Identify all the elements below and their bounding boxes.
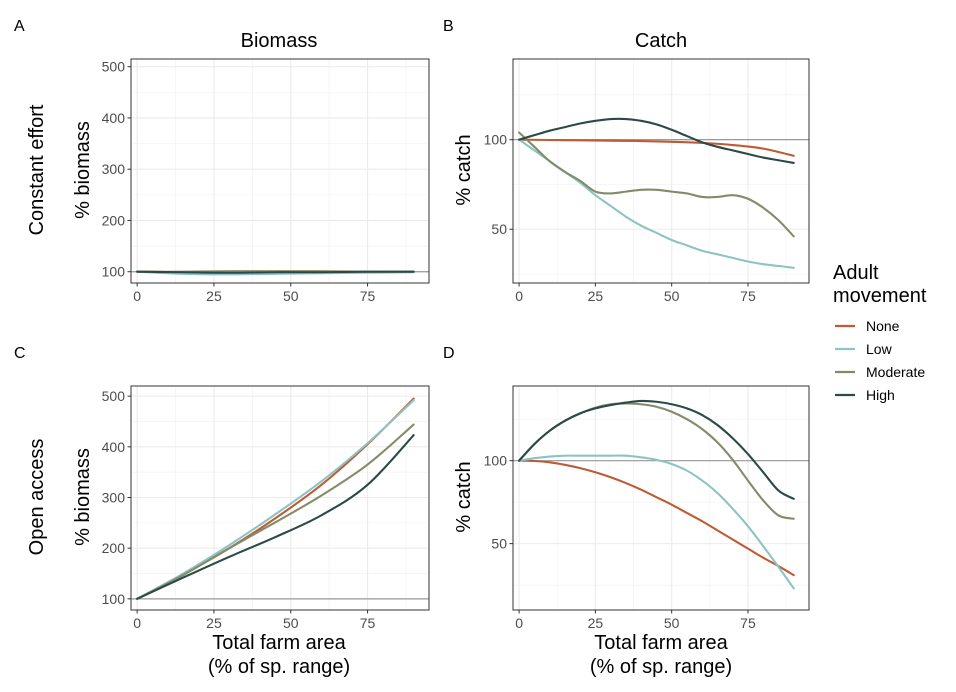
series-line-c-high — [136, 434, 415, 600]
y-tick-label: 400 — [102, 110, 126, 126]
y-tick-label: 200 — [102, 212, 126, 228]
x-axis-label-c-line2: (% of sp. range) — [208, 656, 350, 678]
y-tick-label: 100 — [102, 591, 126, 607]
panel-c: 0 25 50 75 100 200 300 400 500 — [102, 385, 430, 631]
y-axis-label-c: % biomass — [72, 448, 94, 546]
y-axis-label-b: % catch — [453, 134, 475, 205]
panel-border-c — [130, 385, 430, 611]
x-tick-label: 25 — [206, 615, 222, 631]
series-line-d-none — [518, 459, 795, 577]
y-axis-label-a: % biomass — [72, 121, 94, 219]
x-axis-label-d-line2: (% of sp. range) — [590, 656, 732, 678]
row-title-constant-effort: Constant effort — [26, 104, 48, 235]
series-line-d-high — [518, 399, 795, 500]
x-tick-label: 0 — [133, 615, 141, 631]
series-line-a-high — [136, 270, 415, 274]
plot-area-a — [131, 59, 429, 283]
series-line-d-low — [518, 454, 795, 590]
legend-label-high: High — [866, 387, 895, 403]
panel-border-b — [512, 58, 810, 284]
column-title-biomass: Biomass — [241, 30, 318, 52]
y-tick-label: 100 — [484, 453, 508, 469]
y-tick-label: 100 — [484, 132, 508, 148]
y-axis-label-d: % catch — [453, 461, 475, 532]
y-tick-label: 500 — [102, 59, 126, 75]
panel-tag-a: A — [14, 18, 25, 35]
x-tick-label: 75 — [360, 288, 376, 304]
legend-label-moderate: Moderate — [866, 364, 925, 380]
x-tick-label: 0 — [515, 288, 523, 304]
x-tick-label: 25 — [588, 288, 604, 304]
legend-title-line1: Adult — [833, 262, 879, 284]
series-line-b-high — [518, 117, 795, 164]
y-tick-label: 200 — [102, 540, 126, 556]
series-line-b-none — [518, 138, 795, 157]
series-line-b-moderate — [518, 131, 795, 238]
panel-a: 0 25 50 75 100 200 300 400 500 — [102, 58, 430, 304]
y-tick-label: 300 — [102, 161, 126, 177]
y-tick-label: 50 — [491, 221, 507, 237]
x-tick-label: 75 — [740, 288, 756, 304]
x-tick-label: 25 — [588, 615, 604, 631]
x-axis-label-d-line1: Total farm area — [594, 632, 728, 654]
x-tick-label: 75 — [740, 615, 756, 631]
row-title-open-access: Open access — [26, 439, 48, 556]
panel-tag-c: C — [14, 345, 26, 362]
panel-tag-b: B — [443, 18, 454, 35]
y-tick-label: 300 — [102, 489, 126, 505]
y-tick-label: 100 — [102, 264, 126, 280]
x-tick-label: 25 — [206, 288, 222, 304]
legend-title-line2: movement — [833, 285, 927, 307]
x-tick-label: 0 — [133, 288, 141, 304]
x-tick-label: 50 — [664, 288, 680, 304]
legend-label-low: Low — [866, 341, 893, 357]
legend: Adult movement None Low Moderate High — [833, 262, 927, 403]
legend-label-none: None — [866, 318, 900, 334]
series-line-c-low — [136, 399, 415, 600]
panel-b: 0 25 50 75 50 100 — [484, 58, 810, 304]
x-tick-label: 50 — [283, 615, 299, 631]
panel-border-a — [130, 58, 430, 284]
panel-d: 0 25 50 75 50 100 — [484, 385, 810, 631]
y-tick-label: 500 — [102, 388, 126, 404]
x-tick-label: 50 — [664, 615, 680, 631]
x-axis-label-c-line1: Total farm area — [212, 632, 346, 654]
column-title-catch: Catch — [635, 30, 687, 52]
x-tick-label: 75 — [360, 615, 376, 631]
y-tick-label: 400 — [102, 439, 126, 455]
series-line-c-moderate — [136, 423, 415, 600]
y-tick-label: 50 — [491, 536, 507, 552]
x-tick-label: 0 — [515, 615, 523, 631]
panel-tag-d: D — [443, 345, 455, 362]
panel-border-d — [512, 385, 810, 611]
x-tick-label: 50 — [283, 288, 299, 304]
